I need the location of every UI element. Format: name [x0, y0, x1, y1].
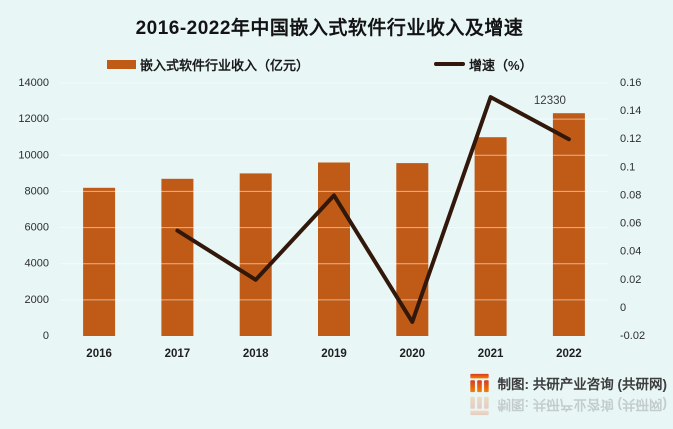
bar-2019	[318, 162, 350, 336]
growth-legend-swatch-icon	[434, 62, 465, 66]
right-axis-tick: 0.04	[620, 246, 641, 258]
bar-2018	[239, 173, 272, 336]
revenue-legend-swatch-icon	[107, 59, 136, 69]
x-label-2018: 2018	[243, 348, 269, 360]
x-label-2016: 2016	[86, 348, 112, 360]
credit-footer: 制图: 共研产业咨询 (共研网) 制图: 共研产业咨询 (共研网)	[467, 372, 668, 417]
left-axis-tick: 14000	[18, 77, 49, 89]
right-axis-tick: 0.14	[620, 105, 641, 117]
right-axis-tick: 0.12	[620, 133, 641, 145]
right-axis-tick: -0.02	[620, 330, 645, 342]
right-axis-tick: 0.08	[620, 189, 641, 201]
chart-title: 2016-2022年中国嵌入式软件行业收入及增速	[135, 18, 524, 39]
bar-2016	[83, 187, 116, 336]
bar-2022	[552, 113, 585, 336]
credit-reflection: 制图: 共研产业咨询 (共研网)	[467, 395, 668, 417]
growth-legend-label: 增速（%）	[469, 57, 533, 73]
right-axis-tick: 0.02	[620, 274, 641, 286]
legend-item-growth: 增速（%）	[434, 56, 533, 73]
credit-row: 制图: 共研产业咨询 (共研网)	[467, 372, 668, 394]
left-axis-tick: 2000	[25, 294, 49, 306]
x-label-2020: 2020	[400, 348, 426, 360]
right-axis-tick: 0.06	[620, 218, 641, 230]
bar-2021	[474, 137, 507, 336]
gongyan-logo-reflection-icon	[469, 396, 489, 416]
left-axis-tick: 6000	[25, 222, 49, 234]
legend-item-revenue: 嵌入式软件行业收入（亿元）	[107, 56, 310, 73]
bar-value-label: 12330	[534, 95, 566, 107]
credit-reflection-text: 制图: 共研产业咨询 (共研网)	[497, 397, 668, 412]
x-label-2019: 2019	[321, 348, 347, 360]
left-axis-tick: 8000	[25, 185, 49, 197]
gongyan-logo-icon	[469, 373, 489, 393]
right-axis-tick: 0.16	[620, 77, 641, 89]
growth-line	[175, 95, 571, 324]
left-axis-tick: 4000	[25, 258, 49, 270]
right-axis-tick: 0.1	[620, 161, 635, 173]
x-label-2017: 2017	[165, 348, 191, 360]
bar-2017	[161, 178, 194, 336]
x-label-2022: 2022	[556, 348, 582, 360]
credit-text: 制图: 共研产业咨询 (共研网)	[497, 377, 668, 392]
revenue-legend-label: 嵌入式软件行业收入（亿元）	[140, 57, 310, 73]
left-axis-tick: 10000	[18, 149, 49, 161]
bar-2020	[396, 163, 429, 336]
x-label-2021: 2021	[478, 348, 504, 360]
left-axis-tick: 12000	[18, 113, 49, 125]
right-axis-tick: 0	[620, 302, 626, 314]
left-axis-tick: 0	[43, 330, 49, 342]
